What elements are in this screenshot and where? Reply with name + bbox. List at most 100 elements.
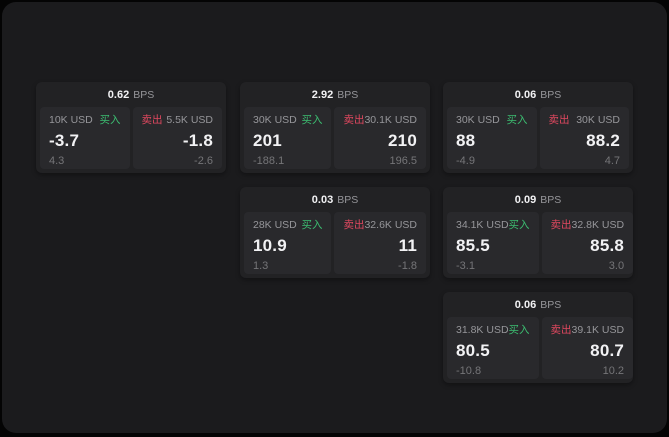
sell-tile-header: 卖出 39.1K USD bbox=[551, 324, 625, 337]
bps-unit-label: BPS bbox=[133, 88, 155, 101]
sell-tile-header: 卖出 30K USD bbox=[549, 114, 621, 127]
buy-delta: -10.8 bbox=[456, 365, 482, 377]
card-body: 30K USD 买入 88 -4.9 卖出 30K USD 88.2 4.7 bbox=[443, 107, 633, 169]
sell-size: 30K USD bbox=[576, 114, 620, 126]
buy-tile-header: 31.8K USD 买入 bbox=[456, 324, 530, 337]
bps-value: 2.92 bbox=[311, 88, 334, 101]
sell-price: 210 bbox=[388, 131, 417, 150]
buy-price: 80.5 bbox=[456, 341, 490, 360]
sell-tile-header: 卖出 30.1K USD bbox=[343, 114, 417, 127]
sell-delta: -2.6 bbox=[194, 155, 213, 167]
buy-size: 10K USD bbox=[49, 114, 93, 126]
sell-tile-header: 卖出 32.6K USD bbox=[343, 219, 417, 232]
bps-value: 0.03 bbox=[311, 193, 334, 206]
sell-quote-tile[interactable]: 卖出 30.1K USD 210 196.5 bbox=[334, 107, 426, 169]
sell-side-label: 卖出 bbox=[343, 219, 365, 231]
sell-size: 32.6K USD bbox=[364, 219, 417, 231]
sell-side-label: 卖出 bbox=[550, 219, 572, 231]
buy-quote-tile[interactable]: 28K USD 买入 10.9 1.3 bbox=[244, 212, 332, 274]
bps-unit-label: BPS bbox=[540, 193, 562, 206]
sell-quote-tile[interactable]: 卖出 30K USD 88.2 4.7 bbox=[539, 107, 629, 169]
buy-delta: -188.1 bbox=[253, 155, 285, 167]
buy-delta: -4.9 bbox=[456, 155, 475, 167]
buy-delta: 1.3 bbox=[253, 260, 269, 272]
quote-card: 0.62 BPS 10K USD 买入 -3.7 4.3 卖出 5.5K USD… bbox=[36, 82, 226, 173]
buy-size: 30K USD bbox=[253, 114, 297, 126]
sell-quote-tile[interactable]: 卖出 5.5K USD -1.8 -2.6 bbox=[132, 107, 222, 169]
buy-size: 28K USD bbox=[253, 219, 297, 231]
bps-value: 0.06 bbox=[514, 298, 537, 311]
buy-tile-header: 28K USD 买入 bbox=[253, 219, 322, 232]
sell-price: 11 bbox=[398, 236, 417, 255]
buy-quote-tile[interactable]: 30K USD 买入 201 -188.1 bbox=[244, 107, 332, 169]
buy-size: 34.1K USD bbox=[456, 219, 509, 231]
sell-quote-tile[interactable]: 卖出 32.6K USD 11 -1.8 bbox=[334, 212, 426, 274]
sell-tile-header: 卖出 5.5K USD bbox=[142, 114, 214, 127]
card-body: 28K USD 买入 10.9 1.3 卖出 32.6K USD 11 -1.8 bbox=[240, 212, 430, 274]
card-body: 10K USD 买入 -3.7 4.3 卖出 5.5K USD -1.8 -2.… bbox=[36, 107, 226, 169]
buy-size: 30K USD bbox=[456, 114, 500, 126]
card-header: 0.62 BPS bbox=[36, 82, 226, 107]
sell-delta: -1.8 bbox=[398, 260, 417, 272]
sell-side-label: 卖出 bbox=[343, 114, 365, 126]
sell-tile-header: 卖出 32.8K USD bbox=[551, 219, 625, 232]
buy-quote-tile[interactable]: 34.1K USD 买入 85.5 -3.1 bbox=[447, 212, 539, 274]
bps-unit-label: BPS bbox=[337, 193, 359, 206]
sell-delta: 3.0 bbox=[608, 260, 625, 272]
quote-card: 2.92 BPS 30K USD 买入 201 -188.1 卖出 30.1K … bbox=[240, 82, 430, 173]
buy-side-label: 买入 bbox=[508, 324, 530, 336]
buy-side-label: 买入 bbox=[301, 114, 323, 126]
bps-unit-label: BPS bbox=[337, 88, 359, 101]
sell-size: 5.5K USD bbox=[166, 114, 213, 126]
bps-unit-label: BPS bbox=[540, 88, 562, 101]
sell-price: 85.8 bbox=[590, 236, 625, 255]
buy-tile-header: 30K USD 买入 bbox=[253, 114, 322, 127]
sell-side-label: 卖出 bbox=[548, 114, 570, 126]
card-header: 0.09 BPS bbox=[443, 187, 633, 212]
bps-value: 0.09 bbox=[514, 193, 537, 206]
buy-side-label: 买入 bbox=[301, 219, 323, 231]
quote-card: 0.06 BPS 30K USD 买入 88 -4.9 卖出 30K USD 8… bbox=[443, 82, 633, 173]
quote-card: 0.03 BPS 28K USD 买入 10.9 1.3 卖出 32.6K US… bbox=[240, 187, 430, 278]
card-header: 0.06 BPS bbox=[443, 82, 633, 107]
bps-value: 0.06 bbox=[514, 88, 537, 101]
buy-price: -3.7 bbox=[49, 131, 80, 150]
card-header: 0.06 BPS bbox=[443, 292, 633, 317]
buy-size: 31.8K USD bbox=[456, 324, 509, 336]
sell-delta: 196.5 bbox=[389, 155, 417, 167]
buy-tile-header: 30K USD 买入 bbox=[456, 114, 528, 127]
sell-delta: 4.7 bbox=[604, 155, 620, 167]
sell-side-label: 卖出 bbox=[141, 114, 163, 126]
buy-price: 85.5 bbox=[456, 236, 490, 255]
card-body: 34.1K USD 买入 85.5 -3.1 卖出 32.8K USD 85.8… bbox=[443, 212, 634, 274]
sell-size: 30.1K USD bbox=[364, 114, 417, 126]
bps-value: 0.62 bbox=[107, 88, 130, 101]
card-body: 31.8K USD 买入 80.5 -10.8 卖出 39.1K USD 80.… bbox=[443, 317, 634, 379]
sell-size: 32.8K USD bbox=[571, 219, 625, 231]
buy-quote-tile[interactable]: 31.8K USD 买入 80.5 -10.8 bbox=[447, 317, 539, 379]
buy-delta: 4.3 bbox=[49, 155, 65, 167]
buy-side-label: 买入 bbox=[99, 114, 121, 126]
buy-quote-tile[interactable]: 30K USD 买入 88 -4.9 bbox=[447, 107, 537, 169]
buy-price: 201 bbox=[253, 131, 282, 150]
buy-side-label: 买入 bbox=[506, 114, 528, 126]
sell-quote-tile[interactable]: 卖出 39.1K USD 80.7 10.2 bbox=[541, 317, 634, 379]
buy-side-label: 买入 bbox=[508, 219, 530, 231]
quote-card: 0.09 BPS 34.1K USD 买入 85.5 -3.1 卖出 32.8K… bbox=[443, 187, 634, 278]
sell-side-label: 卖出 bbox=[550, 324, 572, 336]
sell-size: 39.1K USD bbox=[571, 324, 625, 336]
quote-card: 0.06 BPS 31.8K USD 买入 80.5 -10.8 卖出 39.1… bbox=[443, 292, 634, 383]
sell-quote-tile[interactable]: 卖出 32.8K USD 85.8 3.0 bbox=[541, 212, 634, 274]
sell-price: 80.7 bbox=[590, 341, 625, 360]
bps-unit-label: BPS bbox=[540, 298, 562, 311]
buy-quote-tile[interactable]: 10K USD 买入 -3.7 4.3 bbox=[40, 107, 130, 169]
sell-delta: 10.2 bbox=[602, 365, 625, 377]
sell-price: -1.8 bbox=[182, 131, 213, 150]
card-header: 2.92 BPS bbox=[240, 82, 430, 107]
buy-delta: -3.1 bbox=[456, 260, 475, 272]
buy-price: 88 bbox=[456, 131, 476, 150]
buy-tile-header: 10K USD 买入 bbox=[49, 114, 121, 127]
buy-price: 10.9 bbox=[253, 236, 287, 255]
